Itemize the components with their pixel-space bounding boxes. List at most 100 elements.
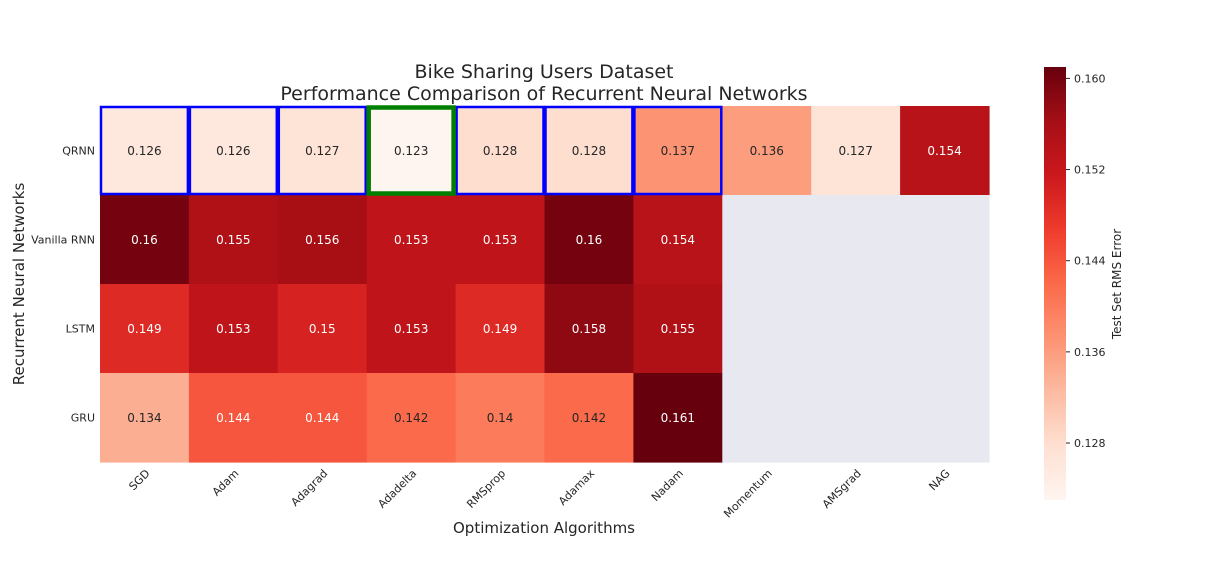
highlight-box-blue [99, 105, 190, 196]
cell-value-label: 0.16 [131, 233, 158, 247]
cell-value-label: 0.123 [394, 144, 428, 158]
x-tick-label: Momentum [721, 467, 775, 521]
heatmap-cell [366, 106, 457, 196]
cell-value-label: 0.153 [216, 322, 250, 336]
heatmap-cell [100, 373, 190, 463]
heatmap-cell [811, 195, 901, 285]
heatmap-cell [455, 284, 546, 374]
highlight-box-green [366, 105, 456, 196]
heatmap-cell [366, 373, 457, 463]
chart-subtitle: Performance Comparison of Recurrent Neur… [280, 83, 807, 105]
cell-value-label: 0.127 [305, 144, 339, 158]
heatmap-cell [188, 106, 279, 196]
heatmap-cell [633, 373, 723, 463]
colorbar: 0.128 0.136 0.144 0.152 0.160 [1044, 67, 1106, 500]
cell-value-label: 0.154 [927, 144, 961, 158]
colorbar-tick-label: 0.128 [1074, 437, 1106, 450]
cell-value-label: 0.149 [483, 322, 517, 336]
colorbar-label: Test Set RMS Error [1110, 229, 1124, 340]
highlight-box-blue [455, 105, 545, 196]
cell-value-label: 0.144 [305, 411, 339, 425]
heatmap-cell [455, 373, 546, 463]
heatmap-cell [633, 106, 723, 196]
y-tick-labels: QRNN Vanilla RNN LSTM GRU [31, 145, 95, 425]
x-tick-label: Adagrad [288, 467, 330, 509]
cell-value-label: 0.144 [216, 411, 250, 425]
heatmap-cell [277, 195, 368, 285]
colorbar-tick-label: 0.136 [1074, 346, 1106, 359]
cell-value-label: 0.142 [572, 411, 606, 425]
heatmap-cell [277, 106, 368, 196]
heatmap-cell [900, 195, 990, 285]
cell-value-label: 0.134 [127, 411, 161, 425]
cell-value-label: 0.136 [750, 144, 784, 158]
heatmap-cell [277, 373, 368, 463]
heatmap-cell [544, 284, 634, 374]
cell-value-label: 0.153 [483, 233, 517, 247]
cell-value-label: 0.137 [661, 144, 695, 158]
colorbar-gradient [1044, 67, 1066, 500]
x-tick-label: Adamax [556, 467, 597, 508]
heatmap-cell [900, 106, 990, 196]
heatmap-cell [277, 284, 368, 374]
x-tick-label: Nadam [649, 467, 686, 504]
highlight-boxes [99, 105, 723, 196]
cell-value-label: 0.126 [127, 144, 161, 158]
highlight-box-blue [544, 105, 634, 196]
heatmap-cell [455, 106, 546, 196]
heatmap-cells [100, 106, 990, 463]
heatmap-cell [455, 195, 546, 285]
heatmap-cell-labels: 0.126 0.126 0.127 0.123 0.128 0.128 0.137 0.136… [127, 144, 961, 425]
x-tick-label: SGD [126, 467, 152, 493]
highlight-box-blue [633, 105, 723, 196]
heatmap-cell [544, 106, 634, 196]
cell-value-label: 0.158 [572, 322, 606, 336]
heatmap-cell [900, 284, 990, 374]
y-axis-label: Recurrent Neural Networks [10, 183, 28, 386]
heatmap-cell [188, 373, 279, 463]
cell-value-label: 0.161 [661, 411, 695, 425]
colorbar-tick-label: 0.160 [1074, 72, 1106, 85]
cell-value-label: 0.153 [394, 322, 428, 336]
y-tick-label: LSTM [66, 323, 95, 336]
x-tick-label: Adadelta [375, 467, 419, 511]
x-tick-label: Adam [210, 467, 242, 499]
heatmap-cell [188, 195, 279, 285]
x-tick-labels: SGD Adam Adagrad Adadelta RMSprop Adamax Nadam… [126, 467, 952, 521]
heatmap-cell [100, 106, 190, 196]
heatmap-cell [366, 195, 457, 285]
highlight-box-blue [188, 105, 279, 196]
heatmap-cell [544, 373, 634, 463]
heatmap-cell [811, 284, 901, 374]
heatmap-cell [188, 284, 279, 374]
heatmap-cell [722, 106, 812, 196]
cell-value-label: 0.128 [572, 144, 606, 158]
heatmap-cell [633, 195, 723, 285]
cell-value-label: 0.126 [216, 144, 250, 158]
heatmap-cell [811, 373, 901, 463]
cell-value-label: 0.156 [305, 233, 339, 247]
cell-value-label: 0.127 [838, 144, 872, 158]
y-tick-label: QRNN [62, 145, 95, 158]
heatmap-cell [100, 195, 190, 285]
x-tick-label: RMSprop [464, 467, 508, 511]
cell-value-label: 0.142 [394, 411, 428, 425]
x-tick-label: AMSgrad [820, 467, 864, 511]
cell-value-label: 0.15 [309, 322, 336, 336]
y-tick-label: Vanilla RNN [31, 234, 95, 247]
cell-value-label: 0.155 [661, 322, 695, 336]
chart-title: Bike Sharing Users Dataset [415, 61, 674, 83]
heatmap-cell [544, 195, 634, 285]
heatmap-cell [722, 195, 812, 285]
heatmap-cell [366, 284, 457, 374]
cell-value-label: 0.149 [127, 322, 161, 336]
x-axis-label: Optimization Algorithms [453, 519, 635, 537]
cell-value-label: 0.154 [661, 233, 695, 247]
cell-value-label: 0.14 [487, 411, 514, 425]
cell-value-label: 0.153 [394, 233, 428, 247]
heatmap-cell [633, 284, 723, 374]
y-tick-label: GRU [71, 412, 95, 425]
cell-value-label: 0.128 [483, 144, 517, 158]
heatmap-cell [722, 284, 812, 374]
